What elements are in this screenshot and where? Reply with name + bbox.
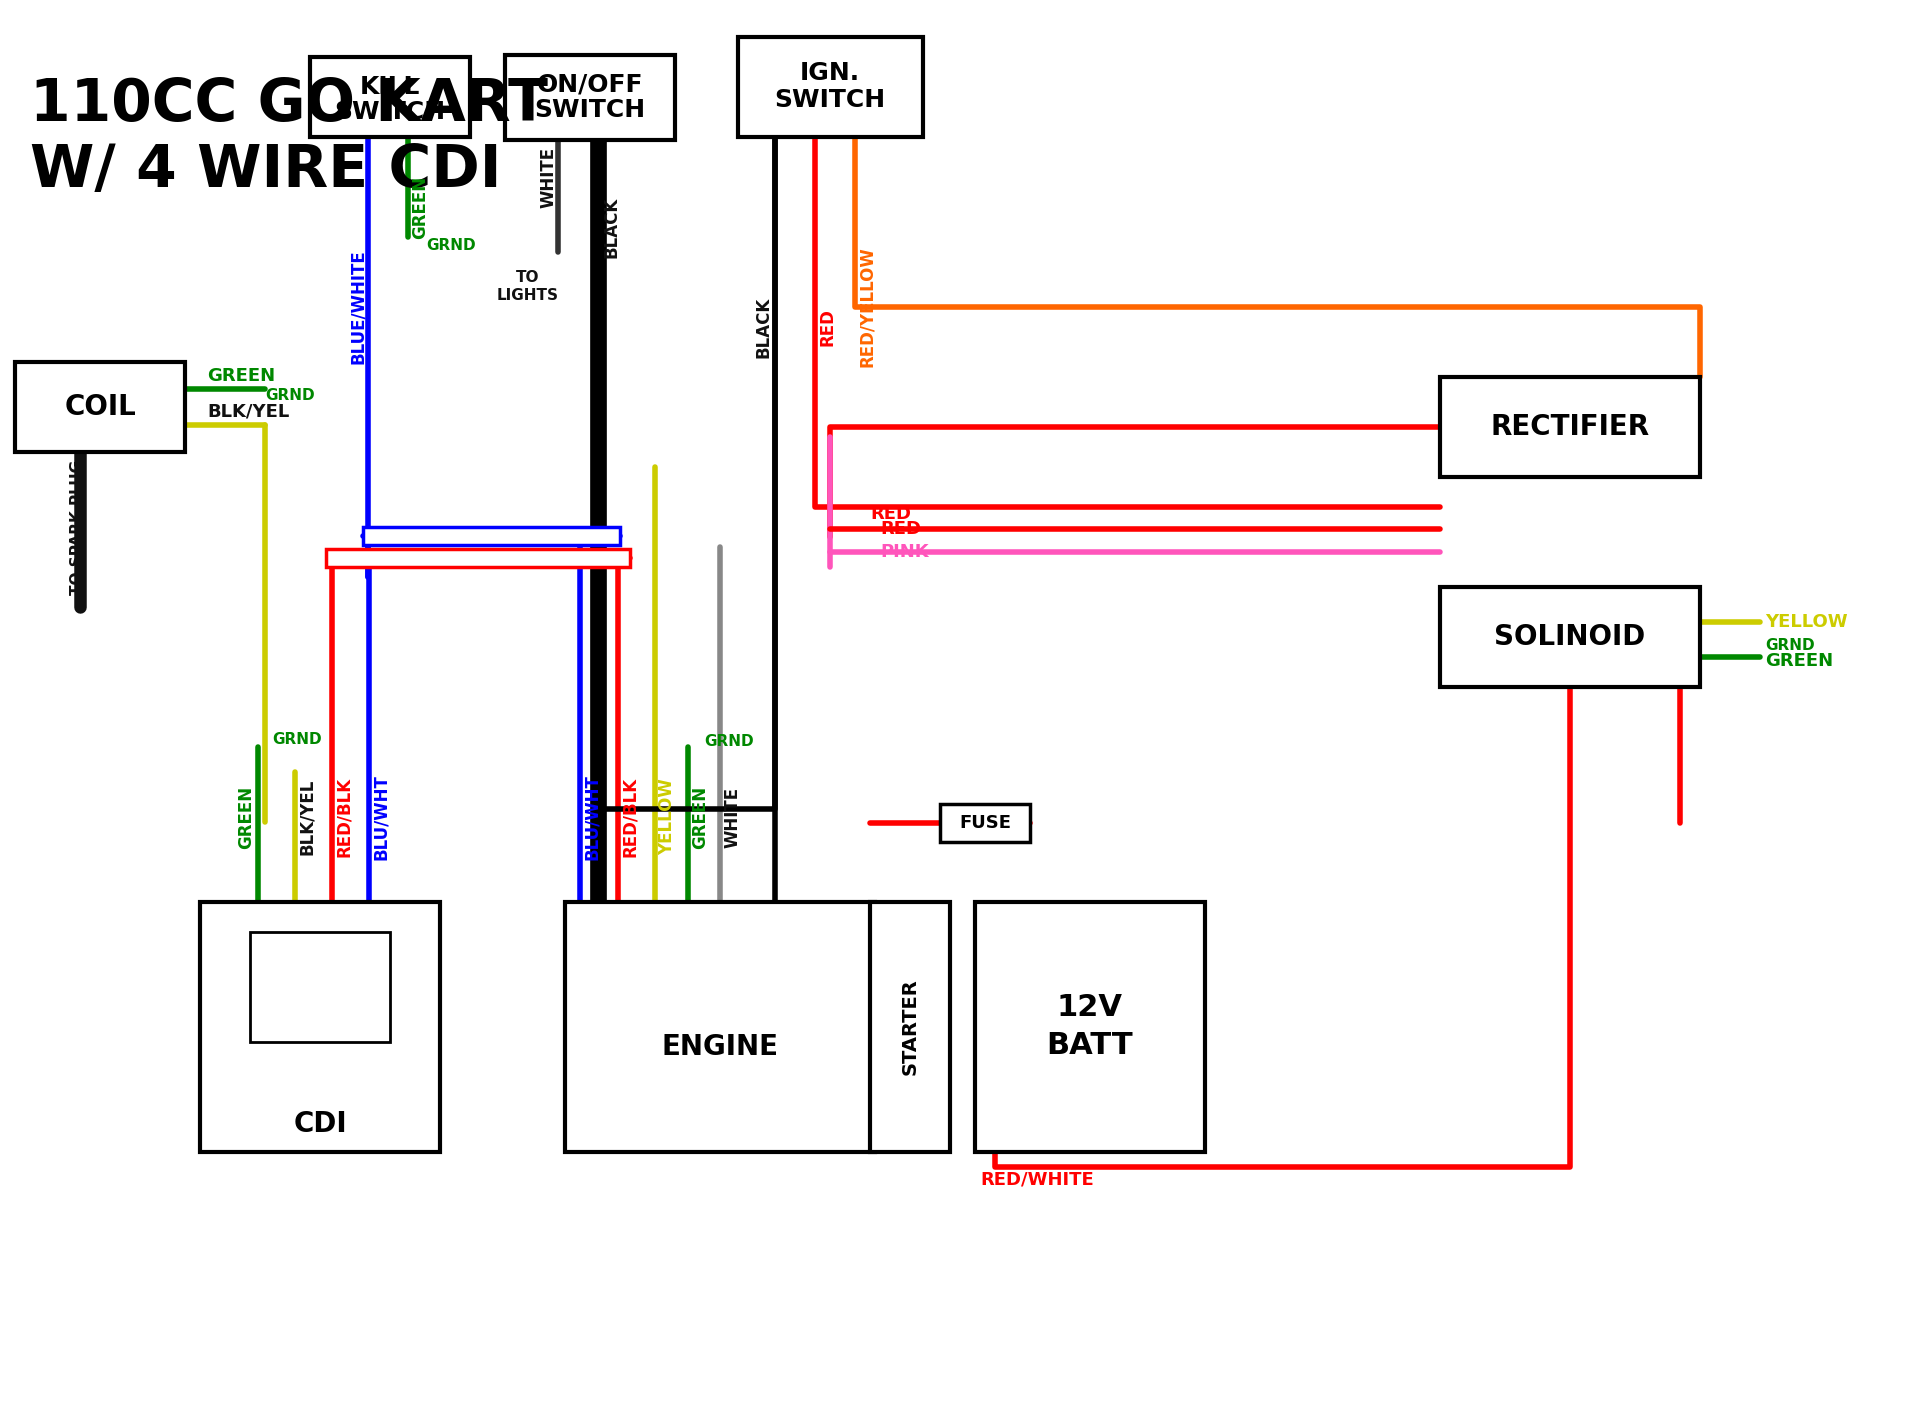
Bar <box>505 55 676 139</box>
Text: KILL: KILL <box>359 75 420 98</box>
Text: RED: RED <box>818 308 835 346</box>
Bar <box>200 902 440 1152</box>
Text: GRND: GRND <box>273 732 323 747</box>
Text: SOLINOID: SOLINOID <box>1494 623 1645 651</box>
Text: GRND: GRND <box>265 387 315 402</box>
Text: WHITE: WHITE <box>540 146 557 208</box>
Text: BLACK: BLACK <box>755 297 772 357</box>
Text: IGN.: IGN. <box>801 61 860 84</box>
Text: RECTIFIER: RECTIFIER <box>1490 414 1649 440</box>
Bar <box>975 902 1206 1152</box>
Text: STARTER: STARTER <box>900 979 920 1075</box>
Bar <box>1440 377 1699 477</box>
Text: GREEN: GREEN <box>691 785 708 848</box>
Bar <box>363 528 620 545</box>
Text: RED/BLK: RED/BLK <box>334 777 353 857</box>
Text: BLK/YEL: BLK/YEL <box>207 402 290 421</box>
Text: GREEN: GREEN <box>236 785 255 848</box>
Text: GRND: GRND <box>705 734 755 750</box>
Text: COIL: COIL <box>63 393 136 421</box>
Text: BLUE/WHITE: BLUE/WHITE <box>349 249 367 364</box>
Text: GREEN: GREEN <box>1764 651 1834 670</box>
Bar <box>15 362 184 452</box>
Text: GRND: GRND <box>426 238 476 252</box>
Text: PINK: PINK <box>879 543 929 561</box>
Text: RED: RED <box>870 505 910 523</box>
Bar <box>870 902 950 1152</box>
Bar <box>309 58 470 136</box>
Text: RED/WHITE: RED/WHITE <box>979 1171 1094 1188</box>
Text: RED/BLK: RED/BLK <box>620 777 639 857</box>
Text: TO SPARK PLUG: TO SPARK PLUG <box>71 460 86 595</box>
Text: SWITCH: SWITCH <box>774 89 885 113</box>
Text: CDI: CDI <box>294 1110 348 1138</box>
Text: TO: TO <box>516 270 540 284</box>
Text: GRND: GRND <box>1764 637 1814 653</box>
Text: BLU/WHT: BLU/WHT <box>584 774 601 860</box>
Text: 12V: 12V <box>1058 992 1123 1021</box>
Text: RED: RED <box>879 521 922 537</box>
Bar <box>1440 587 1699 687</box>
Text: BATT: BATT <box>1046 1030 1133 1059</box>
Text: LIGHTS: LIGHTS <box>497 287 559 303</box>
Text: GREEN: GREEN <box>411 176 428 239</box>
Text: 110CC GO KART
W/ 4 WIRE CDI: 110CC GO KART W/ 4 WIRE CDI <box>31 76 547 198</box>
Text: YELLOW: YELLOW <box>1764 613 1847 630</box>
Bar <box>326 549 630 567</box>
Text: YELLOW: YELLOW <box>659 778 676 855</box>
Text: ON/OFF: ON/OFF <box>538 73 643 97</box>
Text: SWITCH: SWITCH <box>534 98 645 122</box>
Text: WHITE: WHITE <box>724 787 741 847</box>
Bar <box>564 902 876 1152</box>
Bar <box>941 803 1029 841</box>
Text: ENGINE: ENGINE <box>662 1033 778 1061</box>
Text: GREEN: GREEN <box>207 367 275 386</box>
Text: RED/YELLOW: RED/YELLOW <box>858 246 876 367</box>
Text: BLU/WHT: BLU/WHT <box>372 774 390 860</box>
Text: BLK/YEL: BLK/YEL <box>298 779 317 855</box>
Text: FUSE: FUSE <box>958 815 1012 832</box>
Text: BLACK: BLACK <box>603 197 620 257</box>
Bar <box>250 931 390 1043</box>
Text: SWITCH: SWITCH <box>334 100 445 124</box>
Bar <box>737 37 922 136</box>
